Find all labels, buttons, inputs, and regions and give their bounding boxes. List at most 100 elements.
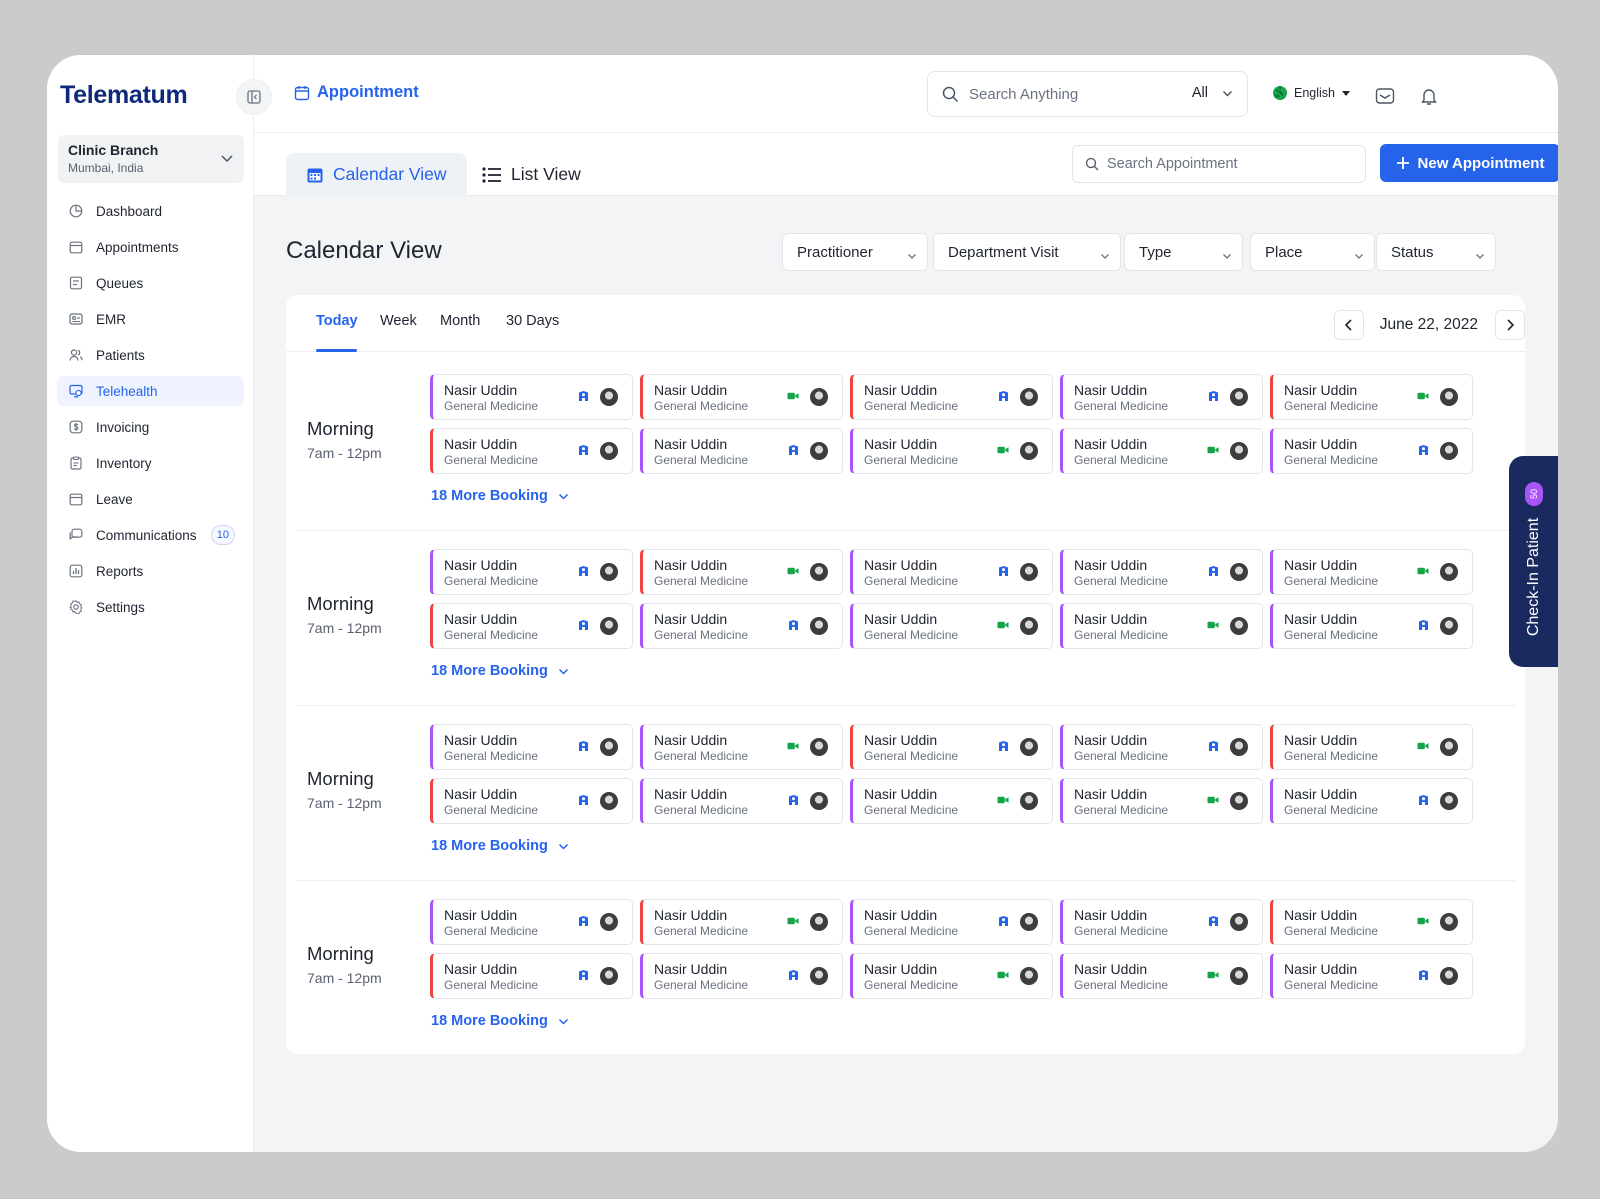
- appointment-card[interactable]: Nasir Uddin General Medicine: [640, 724, 843, 770]
- check-in-count-badge: 50: [1525, 482, 1543, 506]
- appointment-card[interactable]: Nasir Uddin General Medicine: [850, 603, 1053, 649]
- patient-name: Nasir Uddin: [864, 382, 938, 398]
- more-bookings-link[interactable]: 18 More Booking: [431, 488, 569, 504]
- chevron-down-icon: [1475, 248, 1485, 265]
- appointment-card[interactable]: Nasir Uddin General Medicine: [850, 549, 1053, 595]
- sidebar-item-settings[interactable]: Settings: [57, 592, 244, 622]
- range-tab-month[interactable]: Month: [440, 313, 481, 329]
- appointment-card[interactable]: Nasir Uddin General Medicine: [640, 953, 843, 999]
- check-in-patient-tab[interactable]: 50 Check-In Patient: [1509, 456, 1558, 667]
- tab-list-view[interactable]: List View: [462, 153, 601, 196]
- practitioner-avatar: [1440, 792, 1458, 810]
- appointment-card[interactable]: Nasir Uddin General Medicine: [430, 549, 633, 595]
- sidebar-item-queues[interactable]: Queues: [57, 268, 244, 298]
- calendar-icon: [69, 240, 83, 254]
- sidebar-item-communications[interactable]: Communications 10: [57, 520, 244, 550]
- appointment-card[interactable]: Nasir Uddin General Medicine: [850, 778, 1053, 824]
- appointment-card[interactable]: Nasir Uddin General Medicine: [640, 603, 843, 649]
- practitioner-avatar: [600, 967, 618, 985]
- appointment-search-input[interactable]: [1107, 156, 1347, 172]
- appointment-card[interactable]: Nasir Uddin General Medicine: [1060, 724, 1263, 770]
- slot-title: Morning: [307, 418, 374, 439]
- appointment-card[interactable]: Nasir Uddin General Medicine: [640, 899, 843, 945]
- more-bookings-link[interactable]: 18 More Booking: [431, 663, 569, 679]
- sidebar-item-leave[interactable]: Leave: [57, 484, 244, 514]
- more-bookings-link[interactable]: 18 More Booking: [431, 1013, 569, 1029]
- appointment-card[interactable]: Nasir Uddin General Medicine: [1060, 374, 1263, 420]
- appointment-card[interactable]: Nasir Uddin General Medicine: [1270, 899, 1473, 945]
- sidebar-item-inventory[interactable]: Inventory: [57, 448, 244, 478]
- previous-date-button[interactable]: [1333, 310, 1364, 340]
- appointment-card[interactable]: Nasir Uddin General Medicine: [1060, 953, 1263, 999]
- filter-practitioner[interactable]: Practitioner: [782, 233, 928, 271]
- appointment-card[interactable]: Nasir Uddin General Medicine: [850, 724, 1053, 770]
- appointment-search[interactable]: [1072, 145, 1366, 183]
- sidebar-item-reports[interactable]: Reports: [57, 556, 244, 586]
- appointment-card[interactable]: Nasir Uddin General Medicine: [640, 778, 843, 824]
- appointment-card[interactable]: Nasir Uddin General Medicine: [1270, 374, 1473, 420]
- more-bookings-label: 18 More Booking: [431, 838, 548, 854]
- language-selector[interactable]: English: [1272, 85, 1351, 101]
- current-date: June 22, 2022: [1379, 316, 1478, 333]
- filter-department-visit[interactable]: Department Visit: [933, 233, 1121, 271]
- appointment-card[interactable]: Nasir Uddin General Medicine: [1270, 603, 1473, 649]
- filter-place[interactable]: Place: [1250, 233, 1375, 271]
- divider: [296, 705, 1515, 706]
- search-scope-dropdown[interactable]: All: [1192, 85, 1233, 101]
- appointment-card[interactable]: Nasir Uddin General Medicine: [1270, 724, 1473, 770]
- sidebar-item-appointments[interactable]: Appointments: [57, 232, 244, 262]
- appointment-card[interactable]: Nasir Uddin General Medicine: [1060, 549, 1263, 595]
- range-tab-30-days[interactable]: 30 Days: [506, 313, 560, 329]
- range-tab-today[interactable]: Today: [316, 313, 358, 329]
- sidebar-item-dashboard[interactable]: Dashboard: [57, 196, 244, 226]
- sidebar-item-telehealth[interactable]: Telehealth: [57, 376, 244, 406]
- appointment-card[interactable]: Nasir Uddin General Medicine: [1060, 899, 1263, 945]
- more-bookings-link[interactable]: 18 More Booking: [431, 838, 569, 854]
- next-date-button[interactable]: [1495, 310, 1525, 340]
- appointment-card[interactable]: Nasir Uddin General Medicine: [430, 778, 633, 824]
- sidebar-item-invoicing[interactable]: Invoicing: [57, 412, 244, 442]
- appointment-card[interactable]: Nasir Uddin General Medicine: [1060, 603, 1263, 649]
- appointment-card[interactable]: Nasir Uddin General Medicine: [430, 428, 633, 474]
- notifications-button[interactable]: [1418, 85, 1440, 107]
- filter-status[interactable]: Status: [1376, 233, 1496, 271]
- appointment-card[interactable]: Nasir Uddin General Medicine: [640, 374, 843, 420]
- appointment-card[interactable]: Nasir Uddin General Medicine: [1270, 428, 1473, 474]
- appointment-card[interactable]: Nasir Uddin General Medicine: [430, 374, 633, 420]
- appointment-card[interactable]: Nasir Uddin General Medicine: [1270, 953, 1473, 999]
- chevron-down-icon: [558, 843, 568, 850]
- global-search-input[interactable]: [969, 85, 1169, 103]
- appointment-card[interactable]: Nasir Uddin General Medicine: [850, 428, 1053, 474]
- appointment-card[interactable]: Nasir Uddin General Medicine: [640, 549, 843, 595]
- appointment-card[interactable]: Nasir Uddin General Medicine: [850, 899, 1053, 945]
- sidebar-item-emr[interactable]: EMR: [57, 304, 244, 334]
- appointment-card[interactable]: Nasir Uddin General Medicine: [1060, 428, 1263, 474]
- appointment-card[interactable]: Nasir Uddin General Medicine: [430, 899, 633, 945]
- appointment-card[interactable]: Nasir Uddin General Medicine: [640, 428, 843, 474]
- sidebar-item-label: Reports: [96, 563, 144, 579]
- new-appointment-button[interactable]: New Appointment: [1380, 144, 1558, 182]
- appointment-card[interactable]: Nasir Uddin General Medicine: [1270, 549, 1473, 595]
- appointment-card[interactable]: Nasir Uddin General Medicine: [430, 953, 633, 999]
- practitioner-avatar: [1020, 913, 1038, 931]
- clinic-visit-icon: [997, 565, 1009, 577]
- global-search[interactable]: All: [927, 71, 1248, 117]
- sidebar-collapse-button[interactable]: [236, 79, 272, 115]
- branch-selector[interactable]: Clinic Branch Mumbai, India: [58, 135, 244, 183]
- tab-calendar-view-label: Calendar View: [333, 164, 447, 184]
- range-tab-week[interactable]: Week: [380, 313, 417, 329]
- appointment-card[interactable]: Nasir Uddin General Medicine: [430, 724, 633, 770]
- appointment-card[interactable]: Nasir Uddin General Medicine: [430, 603, 633, 649]
- sidebar-item-patients[interactable]: Patients: [57, 340, 244, 370]
- appointment-card[interactable]: Nasir Uddin General Medicine: [1060, 778, 1263, 824]
- patient-name: Nasir Uddin: [1284, 382, 1358, 398]
- filter-type[interactable]: Type: [1124, 233, 1243, 271]
- inbox-button[interactable]: [1374, 85, 1396, 107]
- patient-name: Nasir Uddin: [1074, 907, 1148, 923]
- breadcrumb[interactable]: Appointment: [294, 83, 419, 102]
- appointment-card[interactable]: Nasir Uddin General Medicine: [1270, 778, 1473, 824]
- sidebar-item-label: Dashboard: [96, 203, 163, 219]
- tab-calendar-view[interactable]: Calendar View: [286, 153, 467, 196]
- appointment-card[interactable]: Nasir Uddin General Medicine: [850, 374, 1053, 420]
- appointment-card[interactable]: Nasir Uddin General Medicine: [850, 953, 1053, 999]
